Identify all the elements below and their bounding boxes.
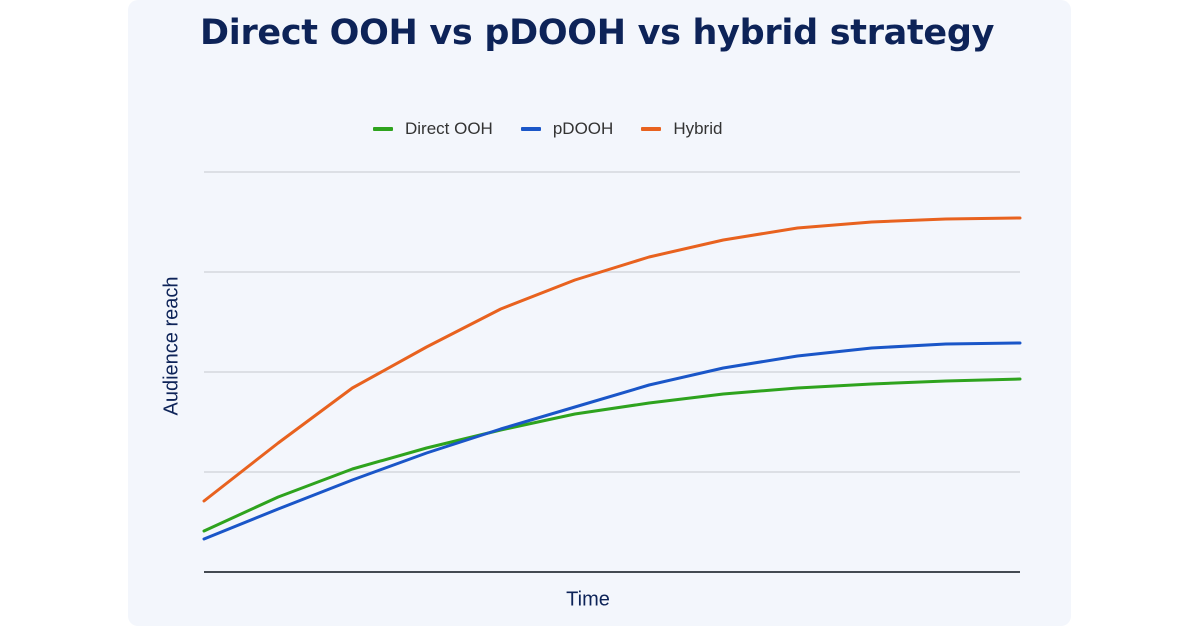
legend-item-direct-ooh: Direct OOH (373, 119, 493, 139)
legend-item-pdooh: pDOOH (520, 119, 614, 139)
x-axis-label: Time (566, 588, 610, 611)
series-line-direct-ooh (202, 377, 1022, 533)
legend-label-pdooh: pDOOH (552, 119, 614, 138)
legend-swatch-hybrid (641, 127, 662, 131)
legend-item-hybrid: Hybrid (641, 119, 722, 139)
chart-card (128, 0, 1071, 626)
chart-title: Direct OOH vs pDOOH vs hybrid strategy (200, 13, 995, 53)
legend-swatch-direct-ooh (373, 127, 393, 131)
series-line-pdooh (202, 341, 1022, 541)
legend-swatch-pdooh (520, 127, 541, 131)
series-line-hybrid (202, 216, 1022, 503)
legend-label-hybrid: Hybrid (673, 119, 723, 138)
legend-label-direct-ooh: Direct OOH (405, 119, 493, 138)
chart-legend: Direct OOH pDOOH Hybrid (373, 118, 750, 140)
